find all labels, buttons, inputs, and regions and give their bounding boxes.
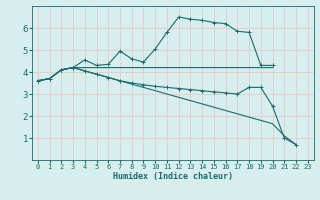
X-axis label: Humidex (Indice chaleur): Humidex (Indice chaleur) [113, 172, 233, 181]
